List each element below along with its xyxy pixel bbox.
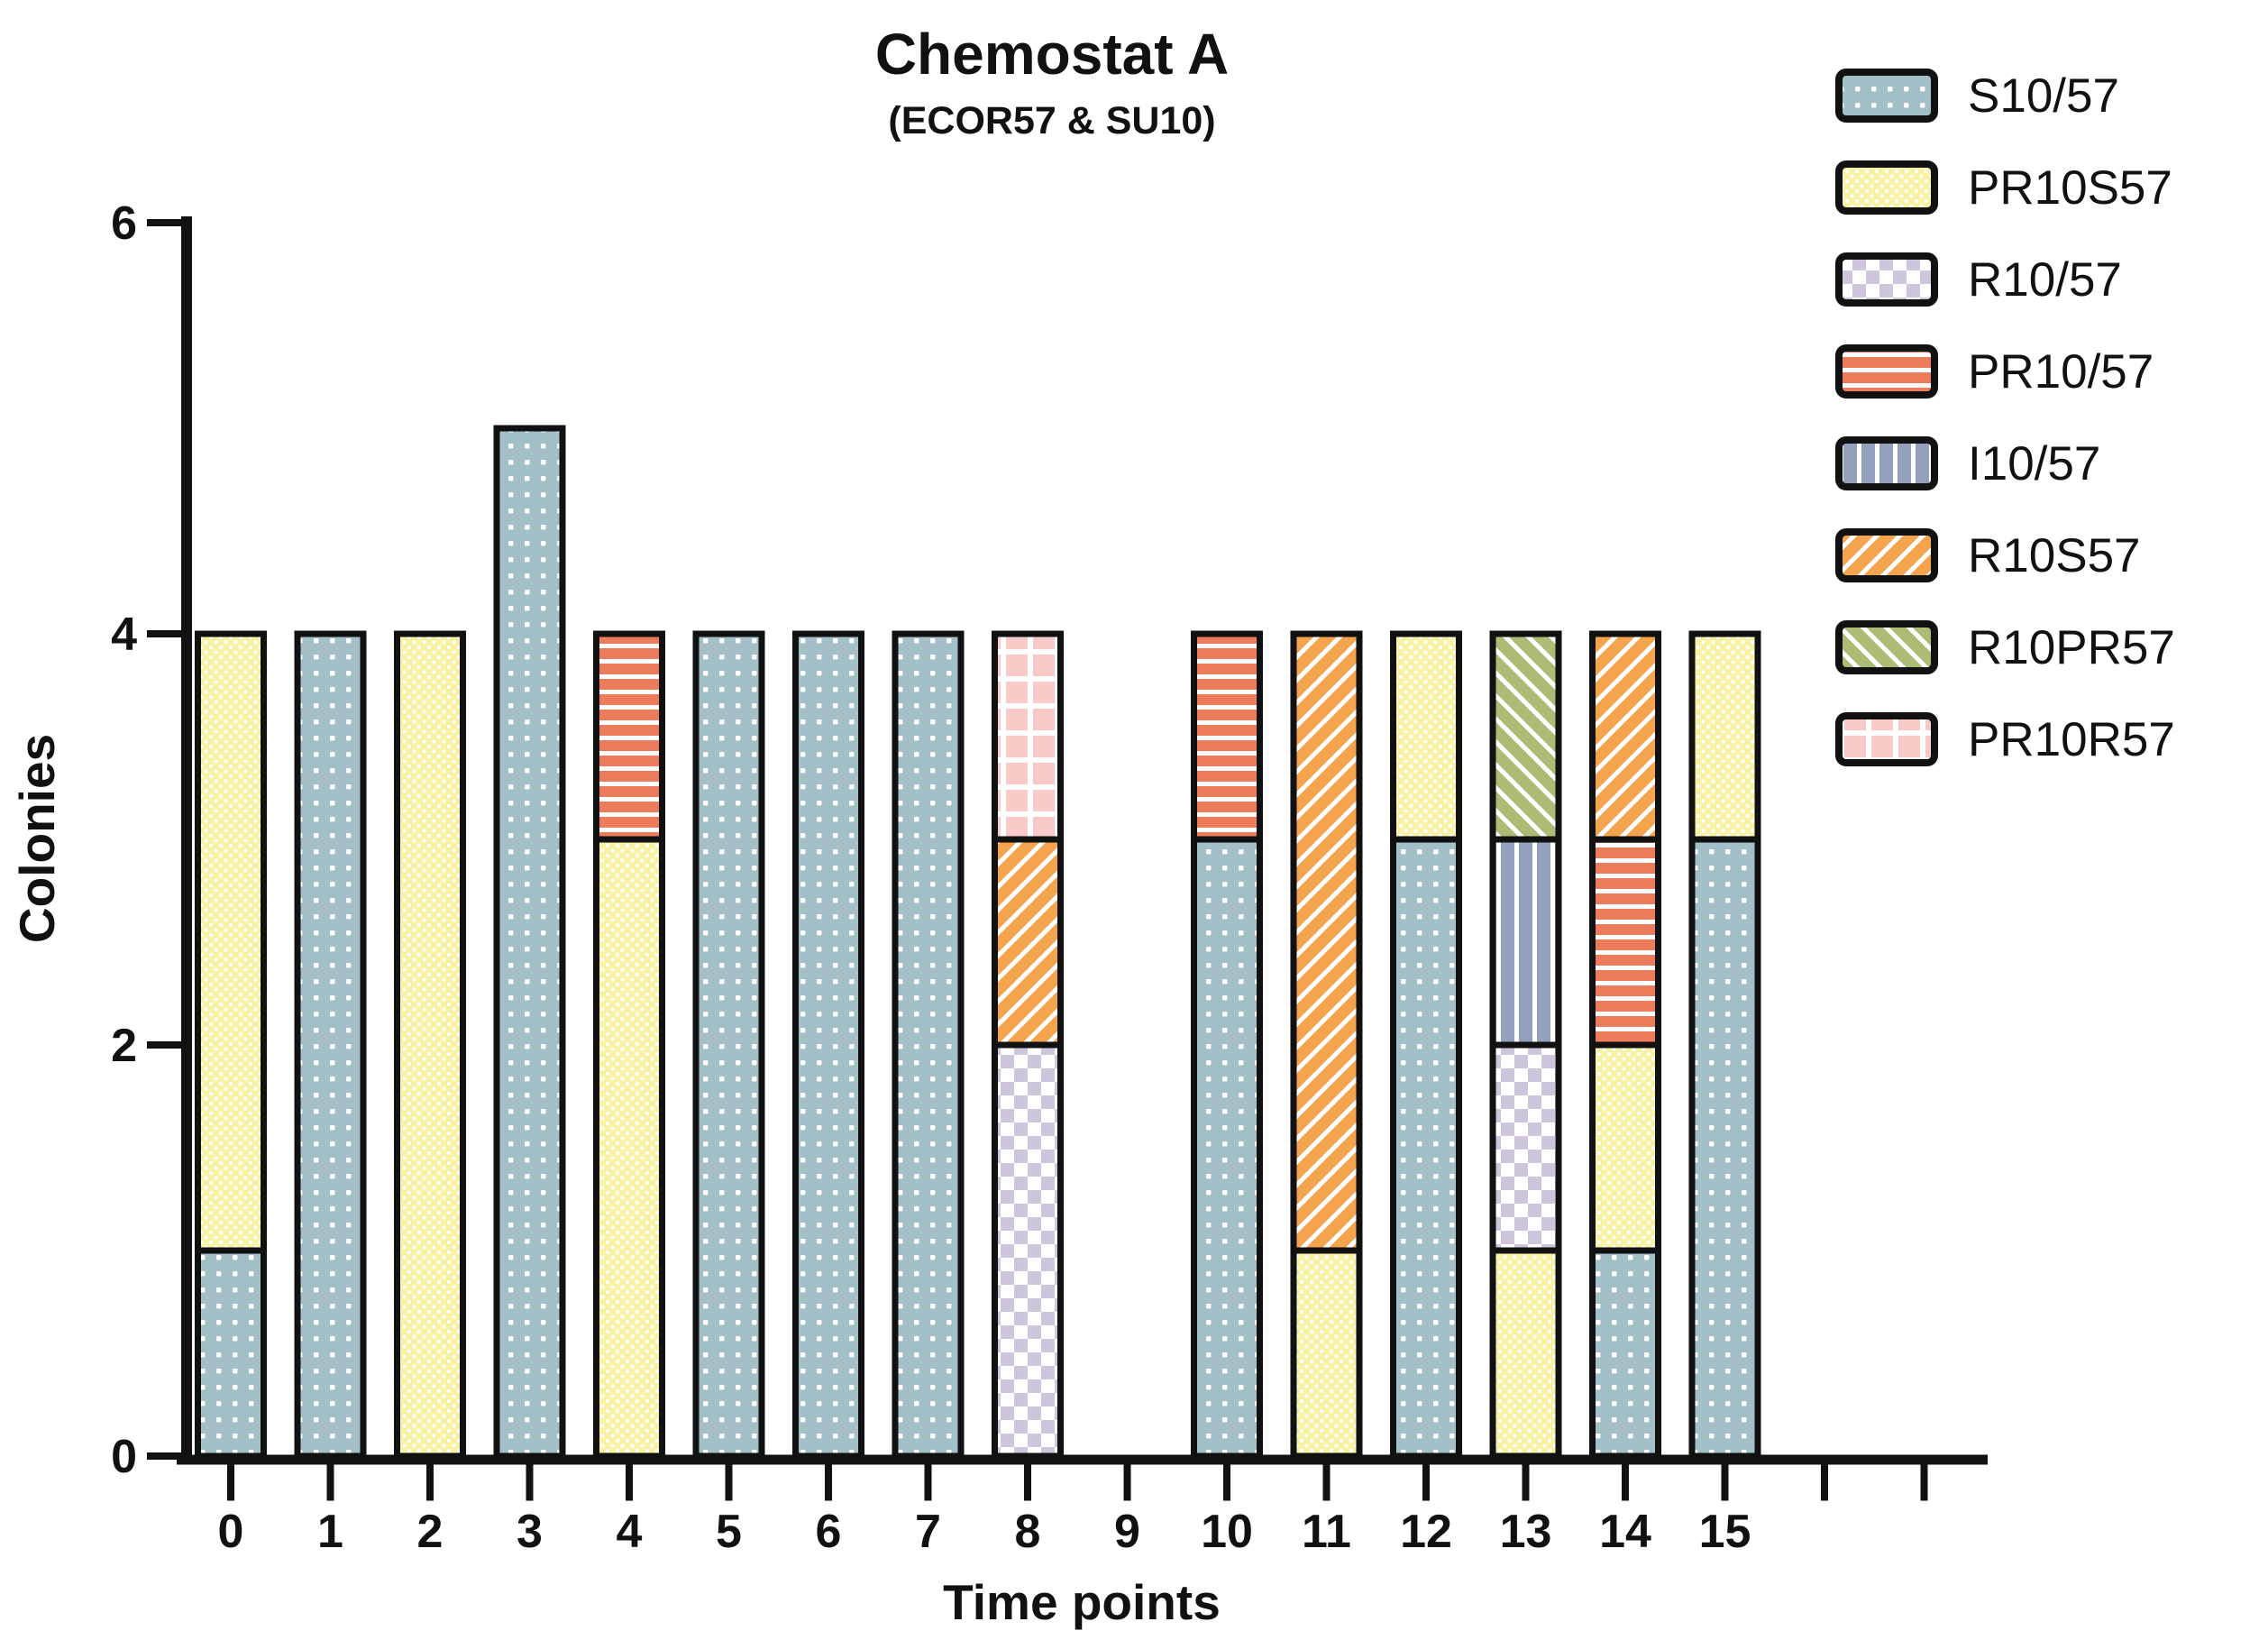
legend-item-PR10/57: PR10/57	[1835, 344, 2154, 399]
bar-t0	[195, 630, 267, 1460]
bar-t3-segment-S10/57	[493, 425, 566, 1460]
bar-t8	[992, 630, 1064, 1460]
y-tick-label-2: 2	[111, 1020, 137, 1072]
bar-t14-segment-S10/57	[1589, 1247, 1661, 1460]
legend-swatch-R10S57	[1835, 528, 1938, 582]
bar-t4	[593, 630, 665, 1460]
bar-t13	[1489, 630, 1562, 1460]
legend-item-PR10R57: PR10R57	[1835, 712, 2175, 766]
bar-t13-segment-R10PR57	[1489, 630, 1562, 843]
x-tick-label-4: 4	[617, 1506, 643, 1558]
x-tick-label-10: 10	[1201, 1506, 1253, 1558]
bar-t2-segment-PR10S57	[394, 630, 466, 1460]
bar-t8-segment-PR10R57	[992, 630, 1064, 843]
axes	[177, 216, 1988, 1465]
bar-t5-segment-S10/57	[692, 630, 765, 1460]
bars-group	[195, 425, 1761, 1460]
legend-item-S10/57: S10/57	[1835, 69, 2119, 123]
bar-t0-segment-PR10S57	[195, 630, 267, 1254]
bar-t14-segment-R10S57	[1589, 630, 1661, 843]
bar-t6	[792, 630, 864, 1460]
bar-t4-segment-PR10/57	[593, 630, 665, 843]
bar-t5	[692, 630, 765, 1460]
bar-t0-segment-S10/57	[195, 1247, 267, 1460]
legend-swatch-S10/57	[1835, 69, 1938, 123]
legend-label-PR10R57: PR10R57	[1968, 713, 2175, 766]
bar-t10-segment-PR10/57	[1191, 630, 1263, 843]
legend-swatch-R10PR57	[1835, 620, 1938, 674]
legend-item-R10S57: R10S57	[1835, 528, 2141, 582]
chart-title: Chemostat A	[875, 22, 1229, 87]
bar-t3	[493, 425, 566, 1460]
y-axis-label: Colonies	[9, 734, 65, 943]
bar-t14-segment-PR10/57	[1589, 836, 1661, 1049]
x-tick-label-8: 8	[1015, 1506, 1041, 1558]
x-tick-label-6: 6	[816, 1506, 842, 1558]
bar-t12-segment-S10/57	[1390, 836, 1462, 1460]
bar-t14-segment-PR10S57	[1589, 1041, 1661, 1254]
legend-item-R10/57: R10/57	[1835, 252, 2122, 307]
legend: S10/57 PR10S57 R10/57 PR10/57 I10/57 R10S57 R1…	[1835, 69, 2175, 766]
legend-label-R10/57: R10/57	[1968, 253, 2122, 307]
x-tick-label-12: 12	[1400, 1506, 1452, 1558]
legend-label-I10/57: I10/57	[1968, 437, 2100, 490]
legend-label-PR10S57: PR10S57	[1968, 161, 2172, 215]
bar-t15-segment-PR10S57	[1688, 630, 1761, 843]
x-tick-label-1: 1	[317, 1506, 343, 1558]
x-tick-label-11: 11	[1302, 1506, 1351, 1558]
legend-item-I10/57: I10/57	[1835, 436, 2100, 490]
bar-t11-segment-PR10S57	[1290, 1247, 1363, 1460]
x-tick-label-14: 14	[1599, 1506, 1651, 1558]
legend-swatch-PR10R57	[1835, 712, 1938, 766]
legend-swatch-PR10S57	[1835, 160, 1938, 215]
x-tick-label-13: 13	[1500, 1506, 1552, 1558]
bar-t13-segment-PR10S57	[1489, 1247, 1562, 1460]
y-tick-label-4: 4	[111, 609, 137, 661]
legend-label-R10PR57: R10PR57	[1968, 621, 2175, 674]
legend-item-PR10S57: PR10S57	[1835, 160, 2172, 215]
bar-t2	[394, 630, 466, 1460]
x-tick-label-2: 2	[417, 1506, 444, 1558]
y-tick-label-6: 6	[111, 197, 137, 250]
x-tick-label-5: 5	[716, 1506, 742, 1558]
bar-t6-segment-S10/57	[792, 630, 864, 1460]
chart-subtitle: (ECOR57 & SU10)	[888, 99, 1215, 142]
bar-t13-segment-R10/57	[1489, 1041, 1562, 1254]
legend-item-R10PR57: R10PR57	[1835, 620, 2175, 674]
bar-t8-segment-R10/57	[992, 1041, 1064, 1460]
bar-t1-segment-S10/57	[294, 630, 367, 1460]
legend-swatch-PR10/57	[1835, 344, 1938, 399]
bar-t11-segment-R10S57	[1290, 630, 1363, 1254]
legend-swatch-I10/57	[1835, 436, 1938, 490]
bar-t7	[892, 630, 965, 1460]
bar-t1	[294, 630, 367, 1460]
x-tick-label-7: 7	[915, 1506, 941, 1558]
bar-t12-segment-PR10S57	[1390, 630, 1462, 843]
bar-t11	[1290, 630, 1363, 1460]
bar-t8-segment-R10S57	[992, 836, 1064, 1049]
x-tick-label-9: 9	[1114, 1506, 1140, 1558]
bar-t12	[1390, 630, 1462, 1460]
bar-t10	[1191, 630, 1263, 1460]
y-tick-label-0: 0	[111, 1431, 137, 1483]
bar-t15	[1688, 630, 1761, 1460]
x-tick-label-15: 15	[1699, 1506, 1751, 1558]
bar-t10-segment-S10/57	[1191, 836, 1263, 1460]
x-axis-label: Time points	[943, 1574, 1221, 1630]
x-tick-label-3: 3	[517, 1506, 543, 1558]
bar-t4-segment-PR10S57	[593, 836, 665, 1460]
x-tick-label-0: 0	[218, 1506, 244, 1558]
bar-t7-segment-S10/57	[892, 630, 965, 1460]
bar-t14	[1589, 630, 1661, 1460]
legend-label-S10/57: S10/57	[1968, 69, 2119, 123]
bar-t15-segment-S10/57	[1688, 836, 1761, 1460]
legend-label-PR10/57: PR10/57	[1968, 345, 2154, 399]
bar-t13-segment-I10/57	[1489, 836, 1562, 1049]
legend-label-R10S57: R10S57	[1968, 529, 2141, 582]
legend-swatch-R10/57	[1835, 252, 1938, 307]
